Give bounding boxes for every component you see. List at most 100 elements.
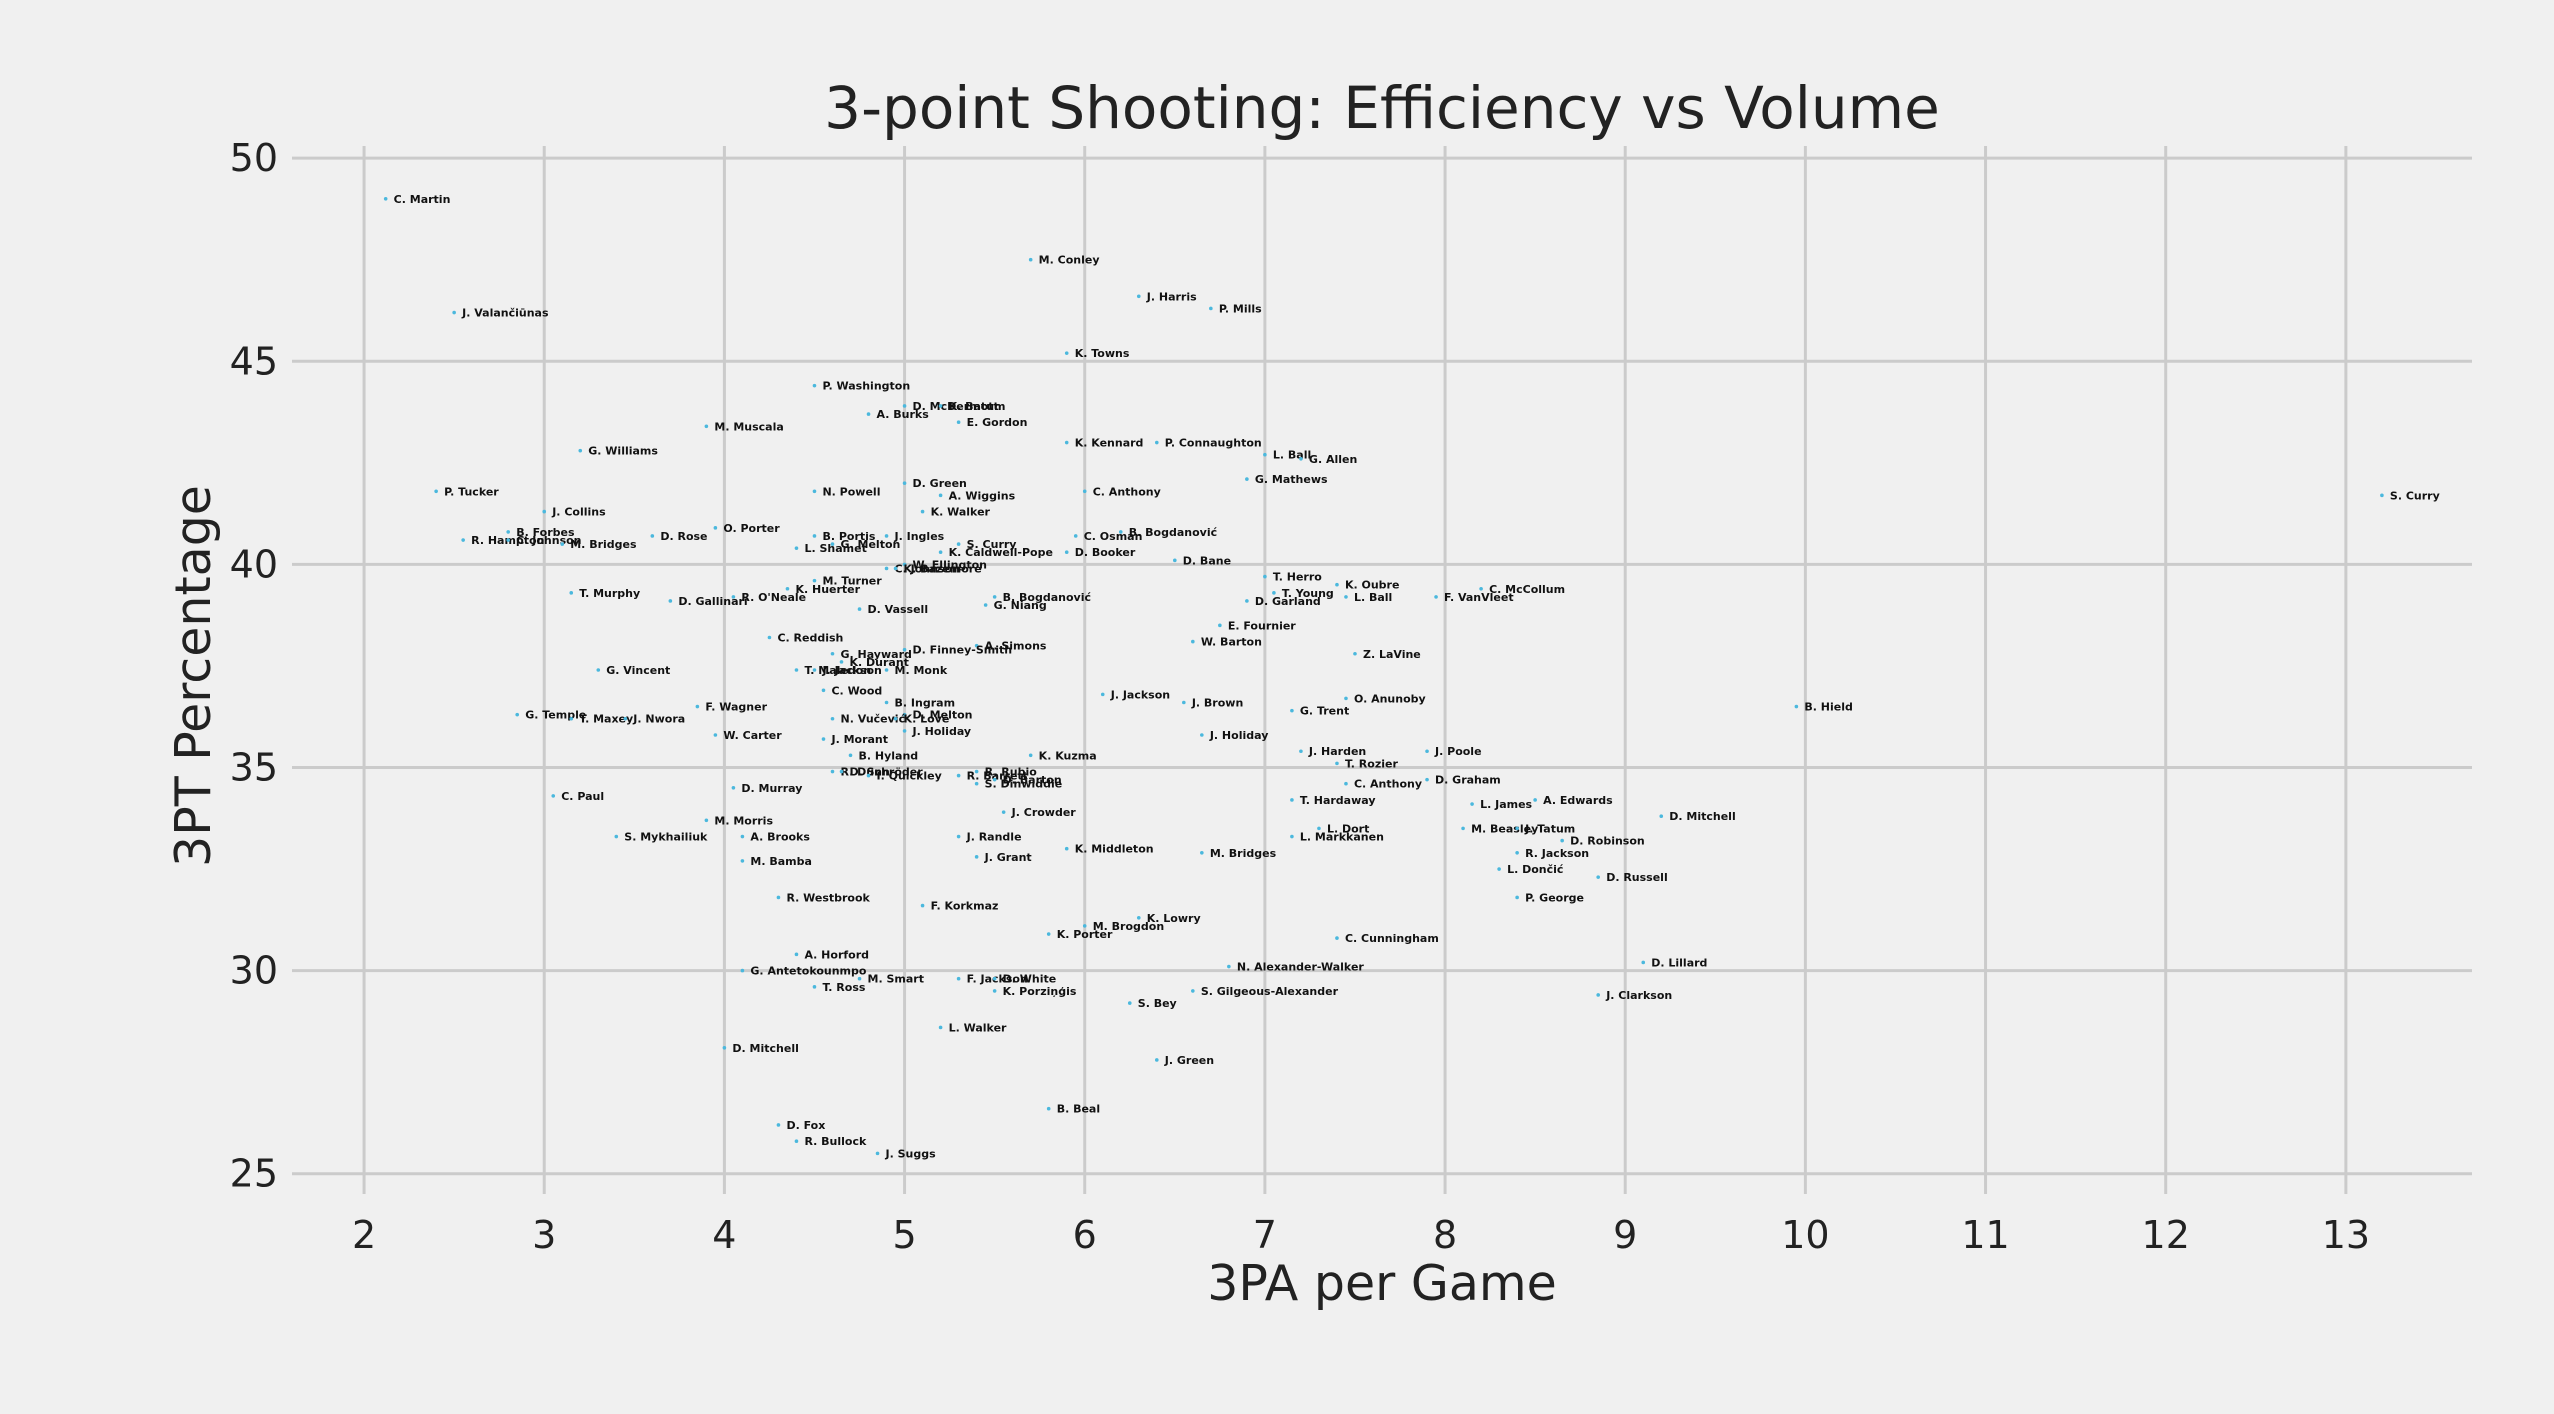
point-label: T. Hardaway bbox=[1300, 794, 1376, 807]
x-tick-label: 3 bbox=[532, 1213, 556, 1257]
data-point bbox=[1082, 489, 1087, 494]
point-label: K. Towns bbox=[1075, 347, 1130, 360]
point-label: A. Edwards bbox=[1543, 794, 1613, 807]
data-point bbox=[1046, 1106, 1051, 1111]
data-point bbox=[1434, 595, 1438, 599]
point-label: P. Connaughton bbox=[1165, 437, 1262, 450]
data-point bbox=[830, 769, 835, 774]
point-label: A. Horford bbox=[804, 948, 869, 961]
point-label: P. Washington bbox=[822, 380, 910, 393]
point-label: J. Tatum bbox=[1524, 822, 1575, 835]
data-point bbox=[1344, 781, 1348, 786]
point-label: J. Suggs bbox=[885, 1147, 937, 1160]
data-point bbox=[1136, 294, 1141, 299]
point-label: M. Turner bbox=[822, 575, 882, 588]
data-point bbox=[812, 578, 817, 583]
data-point bbox=[668, 599, 673, 603]
point-label: P. Tucker bbox=[444, 485, 499, 498]
data-point bbox=[1263, 574, 1267, 579]
data-point bbox=[1596, 993, 1600, 997]
data-point bbox=[1028, 257, 1033, 262]
point-label: J. Nwora bbox=[632, 713, 685, 726]
data-point bbox=[821, 688, 826, 693]
point-label: D. Bane bbox=[1183, 554, 1231, 567]
point-label: P. George bbox=[1525, 891, 1584, 904]
data-point bbox=[1470, 802, 1474, 806]
point-label: B. Bogdanović bbox=[1003, 591, 1092, 604]
data-point bbox=[506, 538, 510, 542]
data-point bbox=[1560, 838, 1564, 843]
x-tick-label: 4 bbox=[712, 1213, 736, 1257]
point-label: D. Lillard bbox=[1651, 956, 1707, 969]
point-label: S. Gilgeous-Alexander bbox=[1201, 985, 1339, 998]
data-point bbox=[992, 976, 997, 981]
point-label: C. Osman bbox=[1084, 530, 1143, 543]
point-label: C. Johnson bbox=[895, 562, 960, 575]
point-label: D. Mitchell bbox=[1669, 810, 1735, 823]
point-label: B. Beal bbox=[1057, 1103, 1100, 1116]
point-label: K. Batum bbox=[949, 400, 1006, 413]
data-point bbox=[713, 733, 718, 737]
point-label: R. O'Neale bbox=[741, 591, 806, 604]
data-point bbox=[1515, 826, 1519, 831]
point-label: J. Holiday bbox=[912, 725, 972, 738]
data-point bbox=[1335, 761, 1339, 766]
data-point bbox=[830, 542, 835, 546]
data-point bbox=[866, 412, 871, 416]
chart-title: 3-point Shooting: Efficiency vs Volume bbox=[824, 74, 1940, 142]
point-label: M. Bridges bbox=[570, 538, 637, 551]
data-point bbox=[1100, 692, 1105, 697]
data-point bbox=[731, 595, 736, 599]
point-label: M. Bamba bbox=[750, 855, 812, 868]
data-point bbox=[767, 635, 772, 640]
y-tick-label: 45 bbox=[230, 339, 278, 383]
data-point bbox=[1127, 1001, 1132, 1005]
point-label: D. Booker bbox=[1075, 546, 1136, 559]
data-point bbox=[695, 704, 700, 709]
data-point bbox=[830, 716, 835, 721]
point-label: M. Smart bbox=[868, 973, 924, 986]
point-label: G. Antetokounmpo bbox=[750, 965, 866, 978]
data-point bbox=[1659, 814, 1664, 819]
point-label: K. Walker bbox=[931, 506, 991, 519]
data-point bbox=[992, 777, 997, 782]
data-point bbox=[704, 818, 709, 823]
point-label: L. Shamet bbox=[804, 542, 866, 555]
data-point bbox=[1335, 936, 1339, 940]
data-point bbox=[866, 773, 871, 778]
point-label: D. Russell bbox=[1606, 871, 1668, 884]
point-label: J. Grant bbox=[984, 851, 1032, 864]
data-point bbox=[992, 989, 997, 993]
point-label: W. Carter bbox=[723, 729, 782, 742]
point-label: T. Murphy bbox=[579, 587, 640, 600]
data-point bbox=[893, 716, 898, 721]
data-point bbox=[1596, 875, 1600, 879]
point-label: S. Curry bbox=[967, 538, 1017, 551]
point-label: G. Allen bbox=[1309, 453, 1357, 466]
data-point bbox=[1136, 915, 1141, 920]
data-point bbox=[1209, 306, 1213, 311]
point-label: K. Porziņģis bbox=[1003, 985, 1077, 998]
point-label: D. White bbox=[1003, 973, 1057, 986]
data-point bbox=[1335, 582, 1339, 587]
data-point bbox=[1046, 932, 1051, 936]
data-point bbox=[1218, 623, 1222, 628]
point-label: G. Trent bbox=[1300, 705, 1349, 718]
data-point bbox=[902, 729, 907, 733]
data-point bbox=[704, 424, 709, 429]
x-tick-label: 5 bbox=[892, 1213, 916, 1257]
data-point bbox=[506, 530, 510, 534]
data-point bbox=[956, 834, 961, 839]
data-point bbox=[812, 668, 817, 672]
data-point bbox=[383, 197, 388, 201]
point-label: C. McCollum bbox=[1489, 583, 1565, 596]
point-label: J. Clarkson bbox=[1605, 989, 1672, 1002]
data-point bbox=[740, 834, 745, 839]
data-point bbox=[1497, 867, 1501, 871]
point-label: L. Ball bbox=[1354, 591, 1392, 604]
data-point bbox=[713, 526, 718, 530]
x-tick-label: 9 bbox=[1613, 1213, 1637, 1257]
point-label: G. Temple bbox=[525, 709, 586, 722]
point-label: F. VanVleet bbox=[1444, 591, 1514, 604]
